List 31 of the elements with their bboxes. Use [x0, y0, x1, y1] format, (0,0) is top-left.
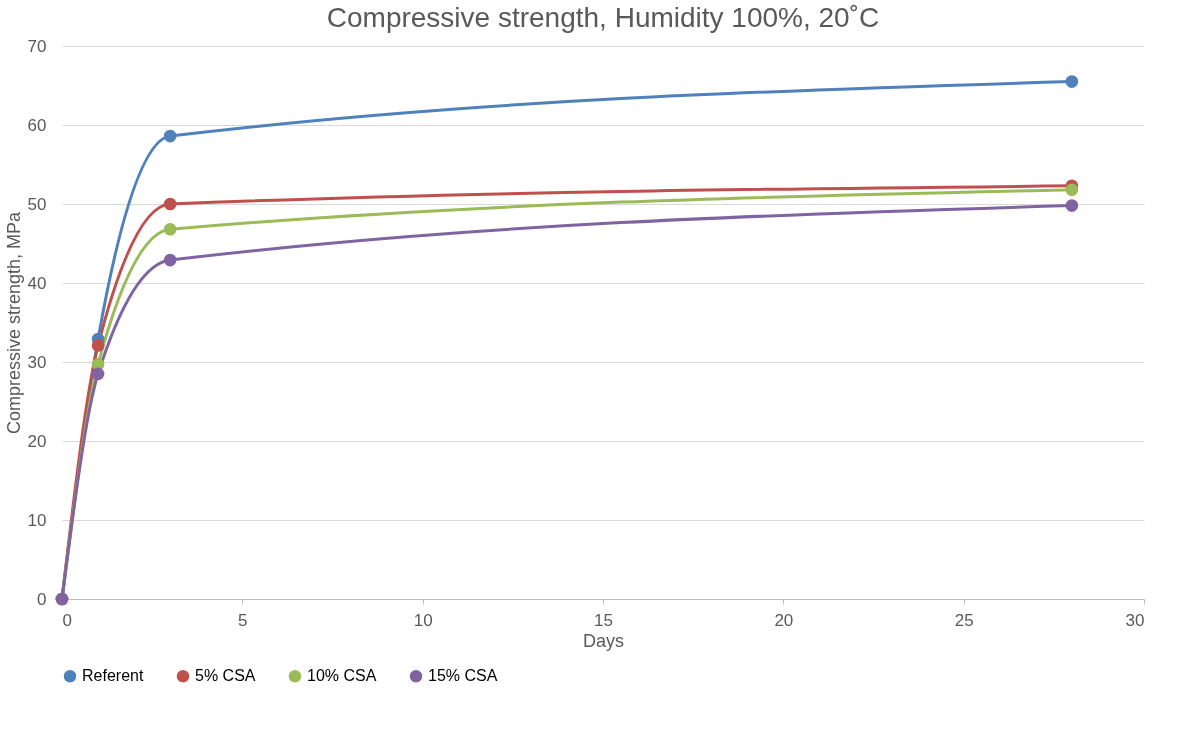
legend-label: 15% CSA: [428, 667, 498, 685]
y-tick-label: 20: [27, 431, 47, 451]
point: [1065, 183, 1079, 197]
point: [163, 253, 177, 267]
point: [163, 129, 177, 143]
y-tick-label: 50: [27, 194, 47, 214]
point: [91, 339, 105, 352]
chart-title: Compressive strength, Humidity 100%, 20˚C: [326, 2, 880, 33]
point: [1065, 199, 1079, 212]
y-tick-label: 70: [27, 36, 47, 56]
x-axis-title: Days: [582, 630, 625, 651]
x-tick-label: 30: [1125, 610, 1145, 630]
y-tick-label: 60: [27, 115, 47, 135]
point: [1065, 75, 1079, 88]
y-tick-label: 30: [27, 352, 47, 372]
point: [163, 222, 177, 236]
x-tick-label: 25: [954, 610, 974, 630]
y-axis-title: Compressive strength, MPa: [3, 210, 24, 435]
x-tick-label: 5: [238, 610, 248, 630]
y-tick-label: 0: [37, 589, 47, 609]
point: [163, 197, 177, 211]
x-tick-label: 0: [62, 610, 72, 630]
point: [91, 367, 105, 381]
y-tick-label: 40: [27, 273, 47, 293]
x-tick-label: 10: [413, 610, 433, 630]
legend-label: 10% CSA: [307, 667, 377, 685]
legend-label: 5% CSA: [195, 667, 256, 685]
x-tick-label: 20: [774, 610, 794, 630]
x-tick-label: 15: [594, 610, 613, 630]
legend-label: Referent: [82, 667, 144, 685]
y-tick-label: 10: [27, 510, 47, 530]
